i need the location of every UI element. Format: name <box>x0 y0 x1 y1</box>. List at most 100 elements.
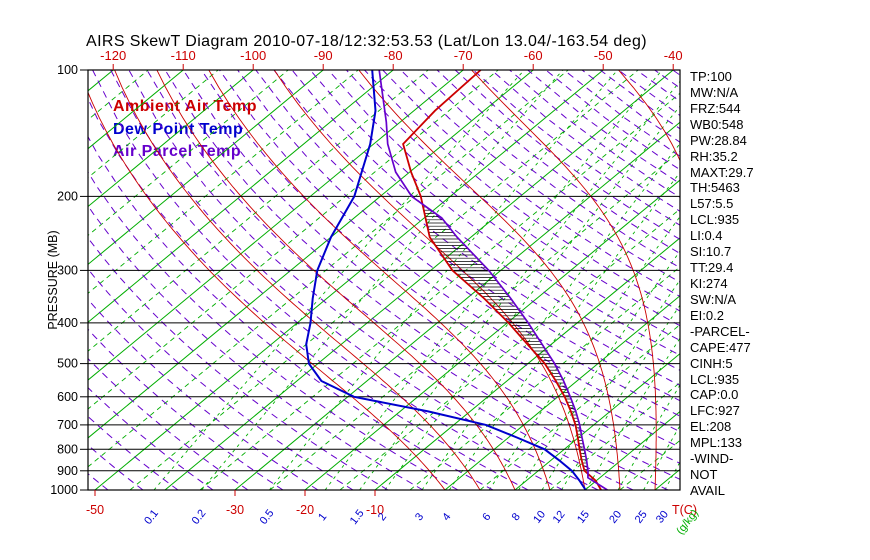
dry-adiabat-line <box>92 70 564 490</box>
top-axis-label: -60 <box>524 48 543 63</box>
dry-adiabat-line <box>88 298 319 490</box>
pressure-axis-label: 900 <box>57 464 78 478</box>
mixing-ratio-label: 8 <box>510 511 523 523</box>
top-axis-label: -70 <box>454 48 473 63</box>
dry-adiabat-line <box>200 70 680 448</box>
top-axis-label: -100 <box>240 48 266 63</box>
mixing-ratio-label: 0.5 <box>258 507 277 526</box>
mixing-ratio-label: 4 <box>440 511 453 523</box>
isotherm-line <box>88 70 394 323</box>
isotherm-line <box>0 70 43 490</box>
legend-dew-point-temp: Dew Point Temp <box>113 120 244 138</box>
mixing-ratio-line <box>448 171 680 490</box>
stat-line: WB0:548 <box>690 116 744 132</box>
moist-adiabat-line <box>471 70 657 490</box>
isotherm-line <box>164 70 674 490</box>
isotherm-dashed-line <box>88 70 289 237</box>
mixing-ratio-label: 0.1 <box>142 507 161 526</box>
dry-adiabat-line <box>273 70 680 387</box>
chart-title: AIRS SkewT Diagram 2010-07-18/12:32:53.5… <box>86 33 647 50</box>
pressure-axis-label: 600 <box>57 390 78 404</box>
dry-adiabat-line <box>88 237 389 490</box>
bottom-axis-temp-label: -20 <box>296 503 314 517</box>
isotherm-dashed-line <box>88 70 429 352</box>
dry-adiabat-line <box>364 70 680 312</box>
mixing-ratio-line <box>518 250 680 490</box>
stat-line: MPL:133 <box>690 435 743 451</box>
ambient-temp-trace <box>402 70 602 490</box>
stat-line: CAP:0.0 <box>690 387 739 403</box>
isotherm-dashed-line <box>339 208 680 490</box>
mixing-ratio-label: 25 <box>633 509 650 526</box>
stat-line: MW:N/A <box>690 84 739 100</box>
isotherm-dashed-line <box>269 150 680 490</box>
stat-line: CAPE:477 <box>690 339 751 355</box>
stat-line: LCL:935 <box>690 212 740 228</box>
stats-panel: TP:100 MW:N/A FRZ:544 WB0:548 PW:28.84 RH:35.… <box>690 69 868 499</box>
moist-adiabat-line <box>358 70 621 490</box>
dry-adiabat-line <box>327 70 680 342</box>
top-axis-label: -110 <box>171 48 196 63</box>
isotherm-line <box>88 70 534 439</box>
mixing-ratio-label: 20 <box>607 509 624 526</box>
mixing-ratio-line <box>585 337 680 490</box>
mixing-ratio-label: 1 <box>316 511 329 523</box>
stat-line: -WIND- <box>690 451 734 467</box>
dry-adiabat-line <box>219 70 680 433</box>
isotherm-dashed-line <box>479 324 680 490</box>
isotherm-line <box>88 70 254 208</box>
stat-line: RH:35.2 <box>690 148 738 164</box>
isotherm-dashed-line <box>690 70 870 490</box>
isotherm-dashed-line <box>88 70 569 468</box>
isotherm-dashed-line <box>409 266 680 490</box>
legend-ambient-air-temp: Ambient Air Temp <box>113 98 258 115</box>
dry-adiabat-line <box>88 386 214 490</box>
dry-adiabat-line <box>599 70 680 130</box>
mixing-ratio-line <box>488 215 680 490</box>
isotherm-line <box>654 468 680 490</box>
isotherm-line <box>444 295 680 490</box>
stat-line: SI:10.7 <box>690 244 732 260</box>
mixing-ratio-label: 12 <box>551 509 568 526</box>
pressure-axis-label: 100 <box>57 63 78 77</box>
dry-adiabat-line <box>88 135 494 490</box>
mixing-ratio-line <box>561 304 680 490</box>
isotherm-dashed-line <box>88 70 219 179</box>
dry-adiabat-line <box>88 357 249 490</box>
dry-adiabat-line <box>88 415 179 490</box>
stat-line: LCL:935 <box>690 371 740 387</box>
mixing-ratio-line <box>269 70 618 490</box>
isotherm-line <box>88 70 324 266</box>
stat-line: FRZ:544 <box>690 100 741 116</box>
dry-adiabat-line <box>654 70 680 89</box>
mixing-ratio-label: 0.2 <box>190 507 209 526</box>
moist-adiabat-line <box>156 70 516 490</box>
dry-adiabat-line <box>454 70 680 240</box>
stat-line: TH:5463 <box>690 180 740 196</box>
top-axis-label: -40 <box>664 48 683 63</box>
dew-point-trace <box>305 70 587 490</box>
stat-line: EI:0.2 <box>690 307 724 323</box>
moist-adiabat-line <box>725 70 775 490</box>
stat-line: MAXT:29.7 <box>690 164 754 180</box>
mixing-ratio-label: 6 <box>480 511 493 523</box>
isotherm-dashed-line <box>619 439 680 490</box>
stat-line: TT:29.4 <box>690 260 734 276</box>
dry-adiabat-line <box>436 70 680 255</box>
isotherm-dashed-line <box>549 381 680 490</box>
bottom-axis-temp-label: -50 <box>86 503 104 517</box>
stat-line: LI:0.4 <box>690 228 723 244</box>
pressure-axis-label: 1000 <box>50 483 78 497</box>
top-axis-label: -90 <box>314 48 333 63</box>
top-axis-label: -50 <box>594 48 613 63</box>
dry-adiabat-line <box>182 70 680 464</box>
dry-adiabat-line <box>545 70 680 171</box>
mixing-ratio-label: 15 <box>575 509 592 526</box>
isotherm-line <box>304 179 680 490</box>
isotherm-line <box>88 70 464 381</box>
mixing-ratio-label: 3 <box>413 511 426 523</box>
dry-adiabat-line <box>88 204 424 490</box>
stat-line: NOT <box>690 467 718 483</box>
pressure-axis-label: 300 <box>57 263 78 277</box>
